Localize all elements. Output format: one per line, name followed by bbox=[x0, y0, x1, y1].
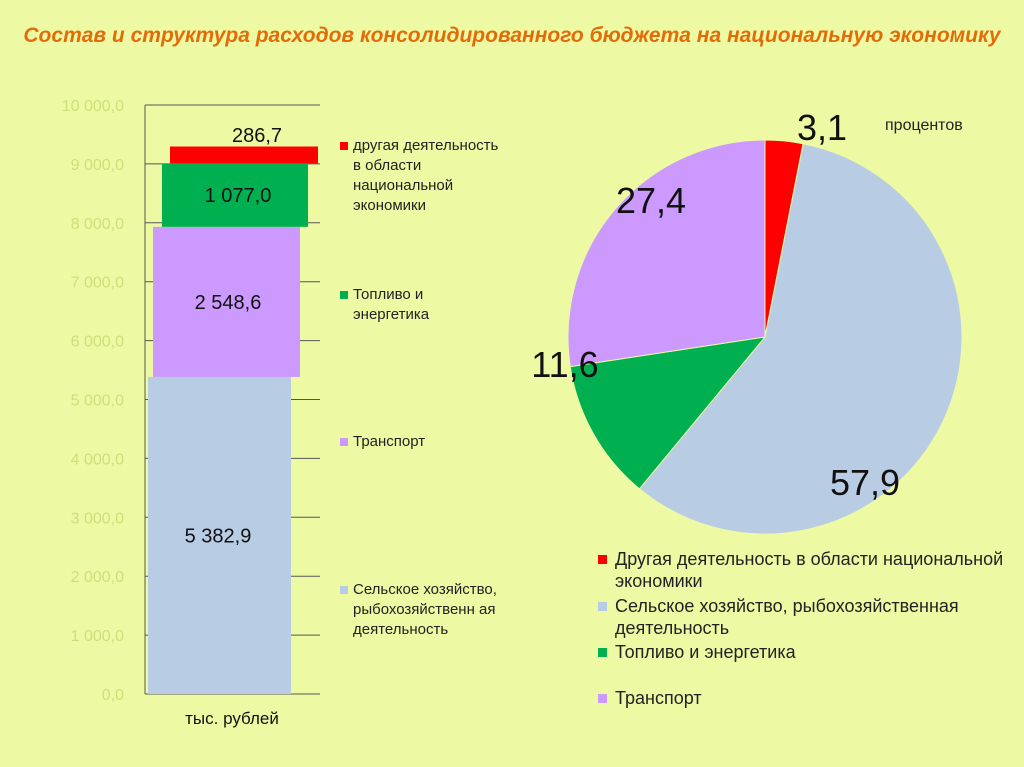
legend-text: Топливо и энергетика bbox=[353, 286, 430, 323]
bar-data-label-other: 286,7 bbox=[232, 125, 282, 147]
bar-data-label-agri: 5 382,9 bbox=[185, 525, 252, 547]
legend-swatch bbox=[598, 648, 607, 657]
bar-category-label: тыс. рублей bbox=[185, 709, 279, 728]
pie-slice-fuel bbox=[569, 336, 767, 490]
bar-y-tick-label: 4 000,0 bbox=[71, 451, 124, 468]
legend-swatch bbox=[340, 291, 348, 299]
legend-swatch bbox=[340, 142, 348, 150]
bar-y-tick-label: 8 000,0 bbox=[71, 216, 124, 233]
bar-y-tick-label: 2 000,0 bbox=[71, 569, 124, 586]
pie-data-label-fuel: 11,6 bbox=[531, 344, 598, 385]
legend-swatch bbox=[340, 586, 348, 594]
bar-y-tick-label: 10 000,0 bbox=[62, 98, 124, 115]
bar-y-tick-label: 1 000,0 bbox=[71, 628, 124, 645]
legend-text: Сельское хозяйство, рыбохозяйственн ая д… bbox=[353, 581, 497, 638]
legend-text: Транспорт bbox=[615, 688, 702, 708]
pie-slices bbox=[567, 139, 963, 535]
legend-text: другая деятельность в области национальн… bbox=[353, 137, 499, 214]
bar-data-label-fuel: 1 077,0 bbox=[205, 185, 272, 207]
legend-swatch bbox=[340, 438, 348, 446]
bar-segment-agri bbox=[148, 376, 291, 694]
pie-data-label-transport: 27,4 bbox=[616, 180, 686, 221]
pie-slice-transport bbox=[567, 139, 766, 368]
bar-y-tick-labels: 0,0 1 000,0 2 000,0 3 000,0 4 000,0 5 000,0 6 … bbox=[62, 98, 124, 704]
legend-text: Сельское хозяйство, рыбохозяйственная де… bbox=[615, 596, 959, 638]
bar-segment-other bbox=[170, 146, 318, 164]
bar-y-tick-label: 7 000,0 bbox=[71, 275, 124, 292]
bar-category-labels: тыс. рублей bbox=[185, 709, 279, 728]
bar-data-label-transport: 2 548,6 bbox=[195, 292, 262, 314]
bar-data-labels: 5 382,9 2 548,6 1 077,0 286,7 bbox=[185, 125, 282, 548]
pie-data-labels: 3,1 57,9 11,6 27,4 bbox=[531, 107, 900, 503]
legend-swatch bbox=[598, 555, 607, 564]
pie-data-label-other: 3,1 bbox=[797, 107, 847, 148]
bar-y-tick-label: 5 000,0 bbox=[71, 393, 124, 410]
bar-segment-transport bbox=[153, 226, 300, 377]
bar-segment-fuel bbox=[162, 163, 308, 227]
legend-swatch bbox=[598, 602, 607, 611]
bar-y-tick-label: 9 000,0 bbox=[71, 157, 124, 174]
bar-y-tick-label: 6 000,0 bbox=[71, 334, 124, 351]
pie-data-label-agri: 57,9 bbox=[830, 462, 900, 503]
legend-text: Другая деятельность в области национальн… bbox=[615, 549, 1004, 591]
bar-y-tick-label: 0,0 bbox=[102, 687, 124, 704]
legend-swatch bbox=[598, 694, 607, 703]
bar-segments bbox=[148, 146, 318, 694]
pie-unit-label: процентов bbox=[885, 117, 963, 134]
legend-text: Транспорт bbox=[353, 433, 426, 450]
legend-text: Топливо и энергетика bbox=[615, 642, 796, 662]
chart-title: Состав и структура расходов консолидиров… bbox=[23, 24, 1001, 47]
bar-y-tick-label: 3 000,0 bbox=[71, 510, 124, 527]
pie-slice-agri bbox=[638, 143, 963, 535]
